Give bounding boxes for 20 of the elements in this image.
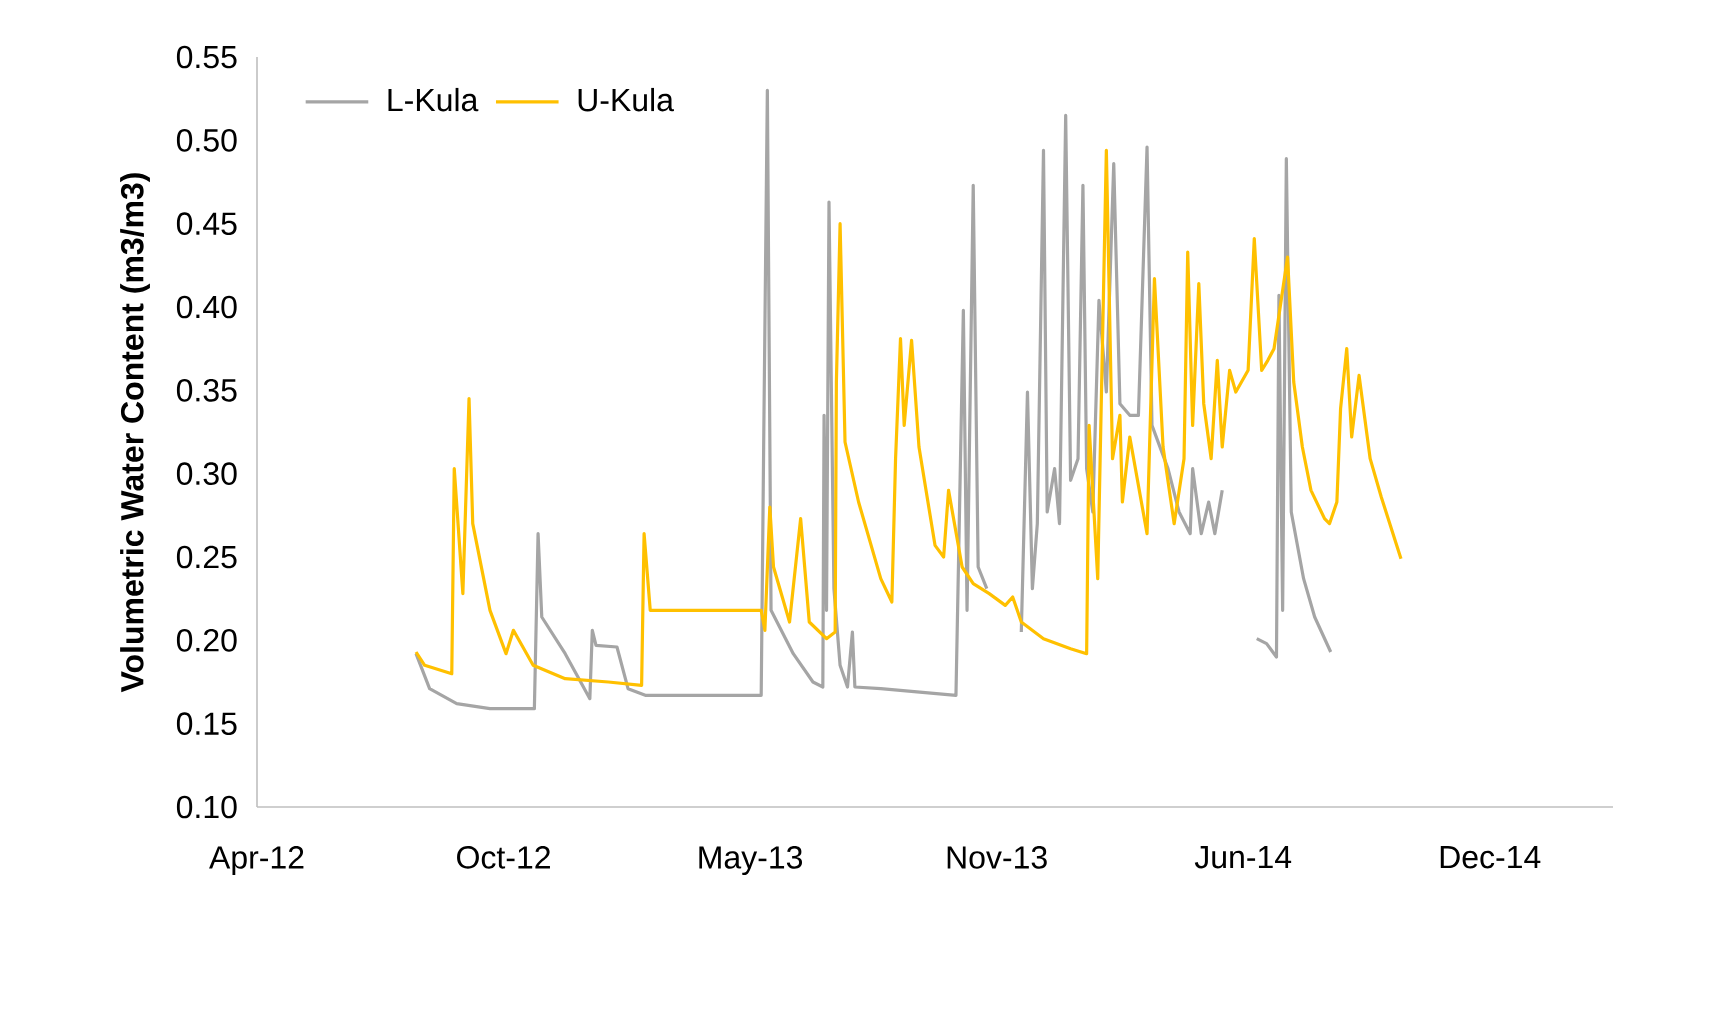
y-axis-title: Volumetric Water Content (m3/m3) — [120, 173, 150, 693]
x-tick-label: May-13 — [699, 846, 803, 876]
x-tick-label: Apr-12 — [209, 846, 304, 876]
y-tick-label: 0.55 — [176, 45, 237, 69]
y-tick-label: 0.25 — [176, 545, 237, 569]
y-tick-label: 0.40 — [176, 295, 237, 319]
y-tick-label: 0.30 — [176, 462, 237, 485]
y-tick-label: 0.35 — [176, 379, 237, 402]
y-tick-label: 0.45 — [176, 212, 237, 235]
y-tick-label: 0.20 — [176, 629, 237, 652]
x-tick-label: Dec-14 — [1440, 846, 1541, 869]
y-tick-label: 0.10 — [176, 795, 237, 819]
line-series — [414, 148, 1403, 687]
y-tick-label: 0.15 — [176, 712, 237, 735]
legend-label: L-Kula — [388, 87, 479, 112]
x-tick-label: Jun-14 — [1194, 846, 1292, 869]
legend-label: U-Kula — [578, 87, 674, 112]
x-tick-label: Oct-12 — [457, 846, 550, 869]
y-tick-label: 0.50 — [176, 129, 237, 152]
x-tick-label: Nov-13 — [947, 846, 1047, 869]
